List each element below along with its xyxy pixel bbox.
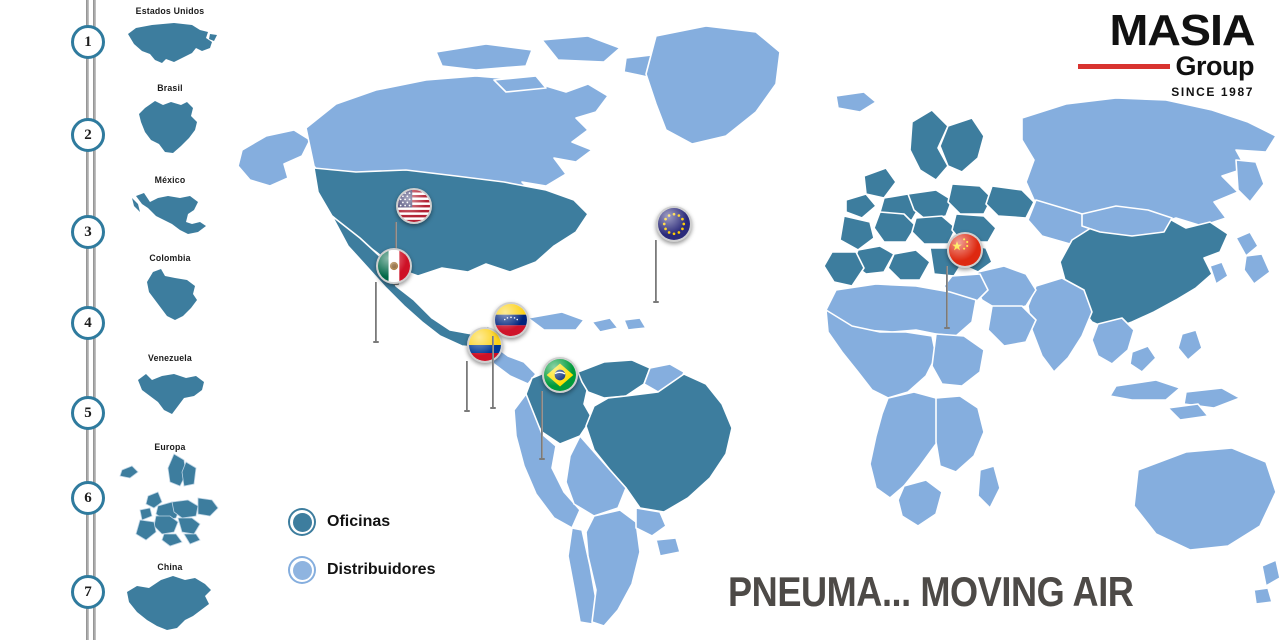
cn-flag-icon [947,232,983,268]
country-shape-europa [100,452,240,550]
timeline-number-2: 2 [84,126,92,143]
timeline-number-6: 6 [84,489,92,506]
legend-label-distribuidores: Distribuidores [327,561,436,578]
logo-suffix: Group [1175,51,1255,82]
country-shape-brasil [100,96,240,158]
timeline-label-5: Venezuela [148,353,192,364]
country-shape-venezuela [100,366,240,422]
country-shape-estados-unidos [100,18,240,72]
legend-label-oficinas: Oficinas [327,513,391,530]
timeline-label-6: Europa [154,442,186,453]
timeline-label-3: México [154,175,186,186]
tagline: PNEUMA... MOVING AIR [728,568,1134,615]
timeline-number-7: 7 [84,583,92,600]
timeline-label-7: China [157,562,183,573]
pin-stem [490,336,496,409]
legend-marker-office [288,508,316,536]
pin-stem [944,266,950,329]
timeline-node-3[interactable]: 3 [71,215,105,249]
timeline-label-1: Estados Unidos [135,6,205,17]
timeline-number-1: 1 [84,33,92,50]
country-timeline: Estados Unidos 1 Brasil 2 México 3 Colom… [0,0,240,640]
timeline-label-2: Brasil [157,83,183,94]
mx-flag-icon [376,248,412,284]
country-shape-mexico [100,188,240,244]
us-flag-icon [396,188,432,224]
timeline-node-1[interactable]: 1 [71,25,105,59]
pin-stem [373,282,379,343]
timeline-number-4: 4 [84,314,92,331]
timeline-node-7[interactable]: 7 [71,575,105,609]
logo-red-bar-icon [1077,64,1170,70]
timeline-node-2[interactable]: 2 [71,118,105,152]
timeline-node-5[interactable]: 5 [71,396,105,430]
timeline-node-6[interactable]: 6 [71,481,105,515]
logo-middle-row: Group [1077,51,1255,82]
legend-item-distribuidores: Distribuidores [288,556,435,584]
timeline-number-5: 5 [84,404,92,421]
ve-flag-icon [493,302,529,338]
country-shape-colombia [100,266,240,324]
timeline-node-4[interactable]: 4 [71,306,105,340]
eu-flag-icon [656,206,692,242]
map-legend: Oficinas Distribuidores [288,508,435,604]
pin-stem [653,240,659,303]
br-flag-icon [542,357,578,393]
logo-wordmark: MASIA [1109,6,1255,55]
timeline-label-4: Colombia [149,253,191,264]
timeline-number-3: 3 [84,223,92,240]
logo-since-text: SINCE 1987 [1171,85,1254,100]
pin-stem [464,361,470,412]
legend-item-oficinas: Oficinas [288,508,435,536]
legend-marker-distributor [288,556,316,584]
masia-group-logo: MASIA Group SINCE 1987 [1077,8,1255,100]
pin-stem [539,391,545,460]
country-shape-china [100,572,240,634]
